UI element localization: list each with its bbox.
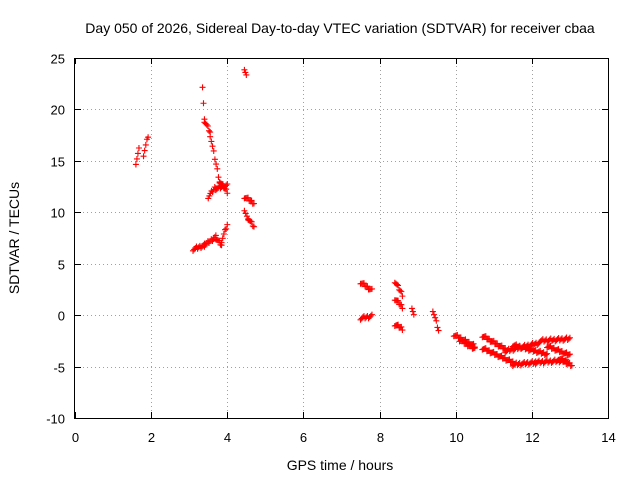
data-point [398, 288, 405, 295]
data-point [224, 190, 231, 197]
data-point [215, 174, 222, 181]
data-point [565, 335, 572, 342]
data-point [241, 66, 248, 73]
data-point [433, 317, 440, 324]
data-point [206, 127, 213, 134]
data-point [248, 197, 255, 204]
data-point [393, 281, 400, 288]
data-point [140, 153, 147, 160]
data-point [142, 141, 149, 148]
data-point [220, 230, 227, 237]
data-point [242, 69, 249, 76]
data-point [395, 282, 402, 289]
data-point [360, 280, 367, 287]
x-tick-label: 12 [525, 430, 539, 445]
data-point [408, 305, 415, 312]
data-point [368, 285, 375, 292]
tick-labels: 0 2 4 6 8 10 12 14 -10 -5 0 5 10 15 20 25 [46, 52, 616, 446]
data-point [200, 100, 207, 107]
data-point [211, 156, 218, 163]
data-point [471, 345, 478, 352]
data-point [218, 239, 225, 246]
x-axis-label: GPS time / hours [287, 457, 394, 473]
data-point [224, 181, 231, 187]
data-point [364, 283, 371, 290]
x-tick-label: 14 [601, 430, 615, 445]
x-tick-label: 6 [300, 430, 307, 445]
data-point [566, 334, 573, 341]
data-point [395, 297, 402, 304]
data-point [248, 218, 255, 225]
y-tick-label: 25 [51, 52, 65, 67]
data-point [223, 182, 230, 189]
data-point [210, 147, 217, 154]
data-point [565, 351, 572, 358]
data-point [241, 207, 248, 214]
data-point [243, 71, 250, 78]
data-point [133, 155, 140, 162]
data-point [398, 301, 405, 308]
data-point [247, 218, 254, 225]
data-point [568, 362, 575, 369]
x-tick-label: 8 [377, 430, 384, 445]
data-point [222, 226, 229, 233]
data-point [223, 225, 230, 232]
data-point [244, 194, 251, 201]
x-tick-label: 10 [449, 430, 463, 445]
y-tick-label: -5 [53, 361, 65, 376]
data-point [409, 308, 416, 315]
data-point [544, 350, 551, 357]
data-point [132, 161, 139, 168]
data-point [243, 213, 250, 220]
data-point [199, 84, 206, 91]
data-point [410, 311, 417, 318]
y-tick-label: 10 [51, 206, 65, 221]
data-point [435, 327, 442, 334]
grid-lines [75, 58, 608, 418]
y-tick-label: 20 [51, 103, 65, 118]
data-point [145, 134, 152, 141]
y-tick-label: -10 [46, 412, 65, 427]
data-point [367, 312, 374, 319]
data-point [209, 143, 216, 150]
x-tick-label: 0 [72, 430, 79, 445]
y-axis-label: SDTVAR / TECUs [6, 182, 22, 294]
data-point [204, 122, 211, 129]
data-point [399, 305, 406, 312]
x-tick-label: 4 [224, 430, 231, 445]
data-point [214, 165, 221, 172]
data-point [250, 200, 257, 207]
data-point [213, 161, 220, 168]
y-tick-label: 15 [51, 155, 65, 170]
y-tick-label: 0 [58, 309, 65, 324]
data-point [249, 223, 256, 230]
data-point [219, 235, 226, 242]
data-point [250, 223, 257, 230]
data-point [399, 327, 406, 334]
data-point [135, 145, 142, 151]
data-point [434, 324, 441, 331]
data-point [141, 147, 148, 154]
data-point [203, 121, 210, 128]
data-point [429, 308, 436, 315]
data-point [207, 133, 214, 140]
data-points [132, 66, 575, 370]
data-point [242, 210, 249, 217]
data-point [134, 150, 141, 157]
data-point [566, 351, 573, 358]
data-point [399, 293, 406, 300]
data-point [398, 323, 405, 330]
data-point [431, 311, 438, 318]
data-point [224, 221, 231, 228]
y-tick-label: 5 [58, 258, 65, 273]
data-point [208, 138, 215, 145]
plot-frame [74, 58, 609, 419]
x-tick-label: 2 [148, 430, 155, 445]
data-point [368, 311, 375, 318]
data-point [542, 351, 549, 358]
data-point [397, 287, 404, 294]
chart-title: Day 050 of 2026, Sidereal Day-to-day VTE… [85, 20, 595, 36]
data-point [432, 314, 439, 321]
